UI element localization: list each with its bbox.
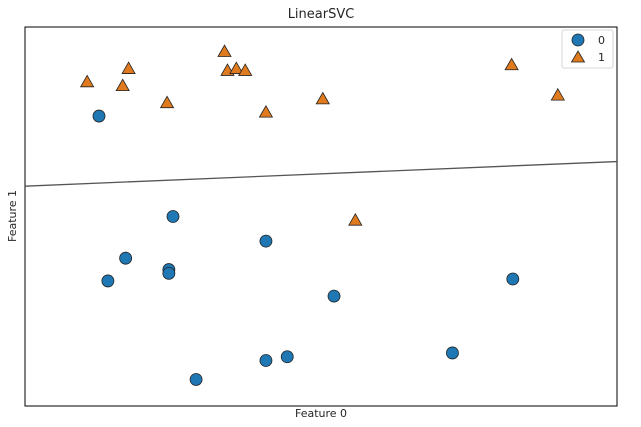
point-series-0-5 bbox=[101, 274, 115, 288]
point-series-0-11 bbox=[280, 350, 294, 364]
x-axis-label: Feature 0 bbox=[295, 407, 347, 420]
point-series-1-11 bbox=[504, 57, 519, 71]
point-series-0-8 bbox=[506, 272, 520, 286]
legend-marker-1 bbox=[570, 50, 586, 63]
legend-label-1: 1 bbox=[598, 51, 605, 64]
y-axis-label: Feature 1 bbox=[6, 190, 19, 242]
legend-label-0: 0 bbox=[598, 34, 605, 47]
decision-boundary-line bbox=[24, 160, 618, 187]
point-series-1-4 bbox=[217, 44, 232, 57]
point-series-0-12 bbox=[446, 346, 459, 360]
point-series-1-0 bbox=[79, 74, 95, 88]
point-series-0-1 bbox=[166, 210, 180, 223]
plot-area bbox=[24, 26, 618, 407]
point-series-1-8 bbox=[258, 104, 274, 118]
point-series-0-10 bbox=[259, 354, 273, 367]
point-series-0-7 bbox=[327, 289, 341, 303]
point-series-0-9 bbox=[189, 373, 203, 386]
point-series-1-9 bbox=[315, 91, 330, 105]
legend-marker-0 bbox=[571, 33, 585, 47]
series-0-points bbox=[92, 109, 520, 386]
legend: 0 1 bbox=[561, 29, 614, 69]
point-series-0-2 bbox=[119, 251, 133, 265]
point-series-0-6 bbox=[259, 234, 273, 248]
point-series-1-6 bbox=[229, 61, 244, 74]
point-series-1-3 bbox=[159, 95, 175, 109]
series-1-points bbox=[79, 44, 565, 226]
point-series-1-10 bbox=[348, 212, 363, 226]
point-series-1-1 bbox=[115, 78, 130, 92]
legend-box bbox=[561, 29, 614, 69]
chart-title: LinearSVC bbox=[288, 7, 355, 22]
point-series-1-2 bbox=[121, 61, 136, 74]
point-series-1-7 bbox=[238, 63, 253, 76]
point-series-0-4 bbox=[162, 266, 176, 280]
point-series-1-12 bbox=[550, 87, 565, 101]
point-series-0-0 bbox=[92, 109, 106, 123]
